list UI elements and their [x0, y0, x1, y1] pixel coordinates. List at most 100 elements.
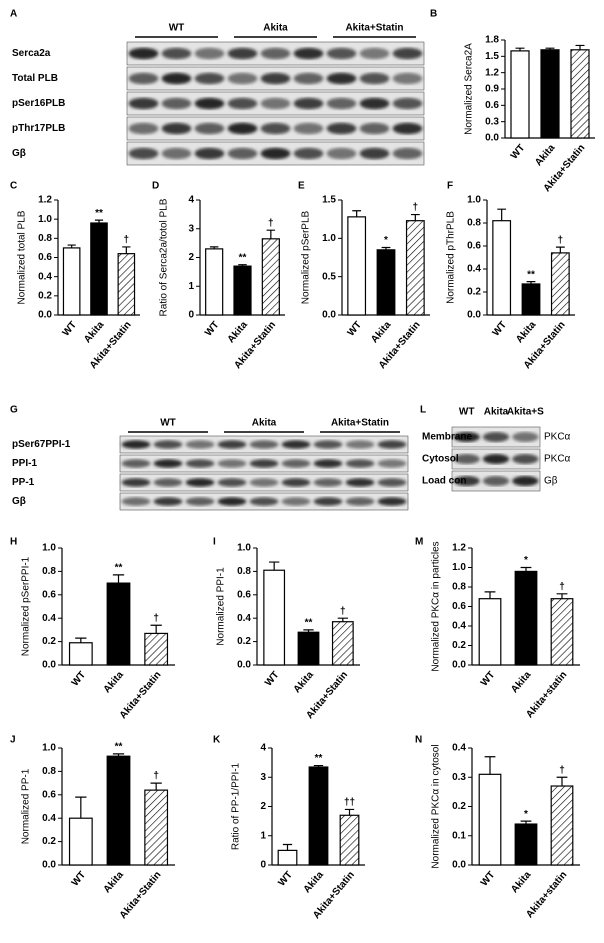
blot-band — [194, 122, 225, 135]
blot-band — [121, 459, 151, 468]
blot-band — [121, 478, 151, 487]
blot-band — [512, 454, 539, 464]
bar — [106, 582, 131, 666]
error-bar — [484, 756, 496, 775]
error-bar — [150, 782, 162, 791]
blot-band — [260, 47, 291, 60]
significance: † — [559, 765, 565, 776]
bar — [308, 766, 329, 866]
blot-band — [345, 478, 375, 487]
blot-band — [249, 459, 279, 468]
blot-band — [128, 72, 159, 85]
significance: ** — [305, 618, 313, 629]
y-tick-label: 1.2 — [38, 195, 52, 206]
y-tick-label: 0.6 — [467, 241, 481, 252]
x-tick-label: Akita — [509, 669, 533, 695]
y-axis-label: Normalized PP-1 — [21, 768, 32, 844]
panel-letter: D — [152, 181, 159, 192]
blot-band — [313, 459, 343, 468]
group-label: Akita — [252, 418, 277, 429]
blot-band — [359, 97, 390, 110]
y-tick-label: 0.2 — [38, 290, 52, 301]
y-axis-label: Normalized PPI-1 — [216, 567, 227, 646]
bar — [550, 598, 574, 666]
bar — [263, 569, 286, 666]
y-tick-label: 0.4 — [467, 264, 481, 275]
error-bar — [75, 796, 87, 819]
bar — [297, 631, 320, 666]
y-tick-label: 1.0 — [42, 543, 56, 554]
blot-band — [392, 147, 423, 160]
blot-band — [359, 47, 390, 60]
y-tick-label: 1.0 — [322, 233, 336, 244]
blot-band — [453, 476, 480, 486]
x-tick-label: Akita — [102, 869, 126, 895]
blot-band — [281, 478, 311, 487]
error-bar — [352, 210, 362, 217]
right-label: PKCα — [544, 454, 571, 465]
bar — [405, 220, 425, 316]
error-bar — [410, 213, 420, 221]
error-bar — [497, 208, 507, 221]
blot-band — [153, 459, 183, 468]
y-tick-label: 0.0 — [452, 860, 466, 871]
y-tick-label: 0.8 — [452, 582, 466, 593]
panel-letter: N — [415, 735, 422, 746]
blot-band — [185, 497, 215, 506]
error-bar — [238, 264, 247, 267]
group-label: WT — [459, 407, 475, 418]
y-tick-label: 0.5 — [322, 271, 336, 282]
blot-band — [128, 147, 159, 160]
row-label: pSer67PPI-1 — [12, 439, 71, 450]
y-tick-label: 0.4 — [38, 271, 52, 282]
panel-letter: B — [430, 9, 437, 20]
y-tick-label: 0.2 — [237, 636, 251, 647]
y-tick-label: 0.0 — [38, 310, 52, 321]
blot-band — [227, 97, 258, 110]
blot-band — [392, 47, 423, 60]
error-bar — [303, 629, 314, 633]
y-tick-label: 0.8 — [237, 566, 251, 577]
significance: † — [268, 218, 274, 229]
blot-band — [359, 122, 390, 135]
bar — [492, 220, 512, 316]
x-tick-label: Akita — [292, 669, 316, 695]
blot-band — [345, 440, 375, 449]
blot-band — [227, 147, 258, 160]
y-tick-label: 0.6 — [38, 252, 52, 263]
y-tick-label: 1.0 — [467, 195, 481, 206]
error-bar — [381, 246, 391, 250]
significance: † — [558, 235, 564, 246]
blot-band — [260, 97, 291, 110]
row-label: pThr17PLB — [12, 123, 65, 134]
blot-band — [392, 122, 423, 135]
blot-band — [217, 478, 247, 487]
error-bar — [67, 244, 76, 248]
blot-band — [326, 97, 357, 110]
row-label: PP-1 — [12, 477, 35, 488]
significance: ** — [239, 252, 247, 263]
y-tick-label: 0 — [188, 310, 194, 321]
significance: ** — [527, 269, 535, 280]
blot-band — [121, 497, 151, 506]
blot-band — [326, 47, 357, 60]
y-tick-label: 4 — [188, 195, 194, 206]
blot-band — [185, 459, 215, 468]
bar — [90, 222, 108, 316]
row-label: Gβ — [12, 148, 26, 159]
bar — [62, 247, 81, 316]
bar — [117, 253, 136, 316]
y-tick-label: 1.0 — [452, 562, 466, 573]
y-tick-label: 1.5 — [485, 51, 499, 62]
error-bar — [520, 820, 532, 825]
bar — [233, 265, 252, 316]
blot-band — [194, 147, 225, 160]
blot-band — [326, 147, 357, 160]
blot-band — [359, 147, 390, 160]
row-label: PPI-1 — [12, 458, 37, 469]
y-tick-label: 0.0 — [42, 860, 56, 871]
error-bar — [313, 764, 324, 768]
blot-band — [377, 478, 407, 487]
blot-band — [128, 97, 159, 110]
